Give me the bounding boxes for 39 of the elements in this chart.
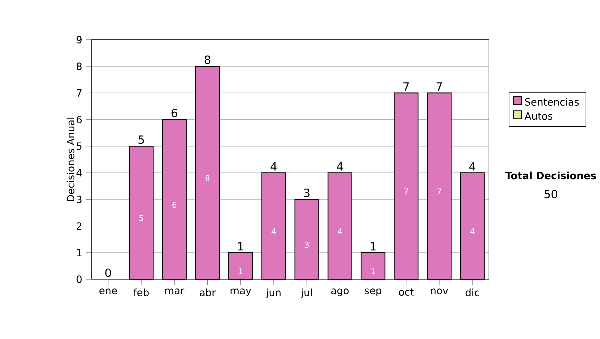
total-label: 7 <box>436 82 442 91</box>
total-label: 1 <box>370 242 376 250</box>
total-label: 4 <box>470 162 476 171</box>
total-label: 8 <box>204 56 211 64</box>
y-tick-label: 9 <box>76 36 82 44</box>
y-tick-label: 5 <box>77 142 82 150</box>
x-tick-label: dic <box>466 288 480 296</box>
x-tick-label: oct <box>399 288 414 296</box>
legend-label: Sentencias <box>525 98 580 106</box>
x-tick-label: mar <box>166 288 185 294</box>
y-axis-title: Decisiones Anual <box>66 118 75 202</box>
y-tick-label: 0 <box>76 276 82 284</box>
total-label: 7 <box>404 82 410 91</box>
text: Total Decisiones <box>506 172 596 180</box>
x-tick-label: jun <box>266 288 281 298</box>
y-tick-label: 4 <box>76 169 82 176</box>
x-tick-label: ene <box>100 288 118 294</box>
y-tick-label: 7 <box>77 89 82 97</box>
y-tick-label: 1 <box>77 249 82 256</box>
total-label: 5 <box>138 136 144 144</box>
y-tick-label: 6 <box>76 116 82 124</box>
total-label: 6 <box>172 108 178 118</box>
x-tick-label: abr <box>200 288 216 296</box>
y-tick-label: 2 <box>76 222 82 230</box>
text: 50 <box>544 190 558 198</box>
total-label: 3 <box>304 188 310 198</box>
total-label: 1 <box>238 242 244 250</box>
y-tick-label: 8 <box>76 62 82 70</box>
y-tick-label: 3 <box>76 196 82 204</box>
total-label: 4 <box>337 162 344 171</box>
x-tick-label: feb <box>134 288 149 296</box>
x-tick-label: ago <box>332 288 349 296</box>
x-tick-label: jul <box>300 288 312 298</box>
x-tick-label: sep <box>364 288 382 296</box>
x-tick-label: nov <box>431 288 448 294</box>
total-label: 4 <box>270 162 277 171</box>
legend-label: Autos <box>524 112 553 120</box>
x-tick-label: may <box>230 288 252 296</box>
total-label: 0 <box>106 268 112 278</box>
